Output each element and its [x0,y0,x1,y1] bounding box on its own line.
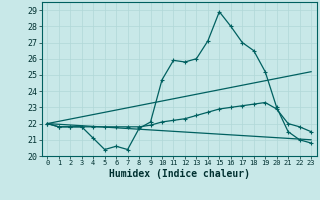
X-axis label: Humidex (Indice chaleur): Humidex (Indice chaleur) [109,169,250,179]
